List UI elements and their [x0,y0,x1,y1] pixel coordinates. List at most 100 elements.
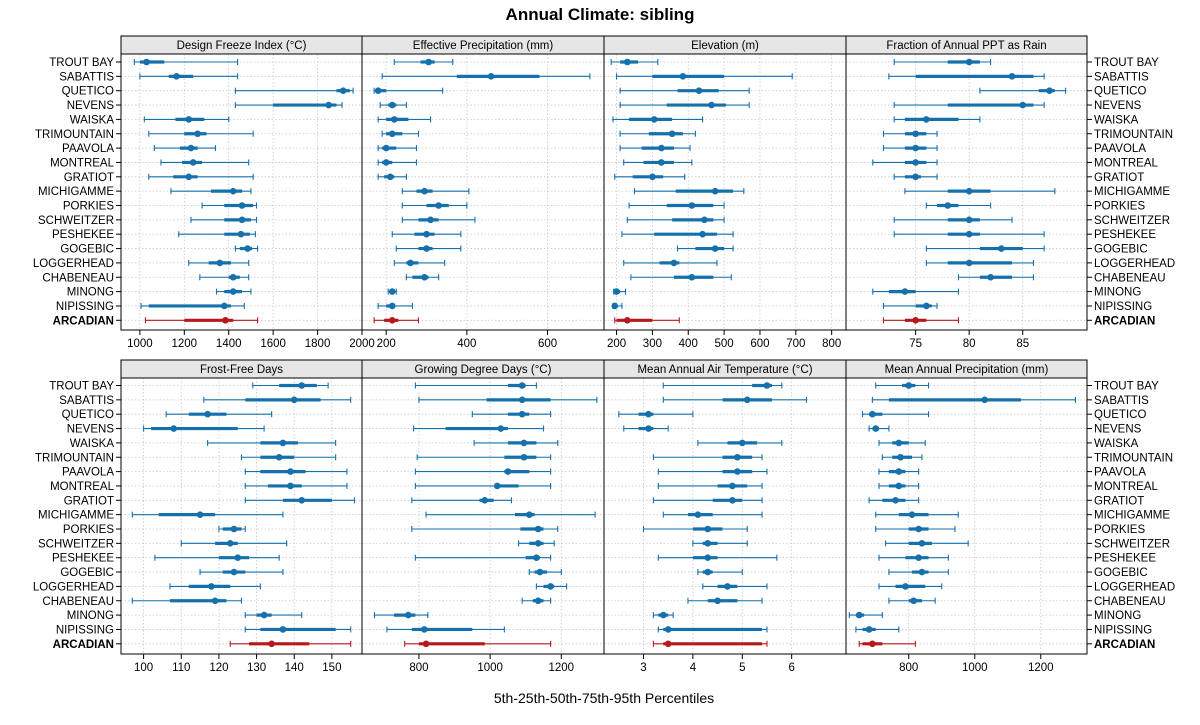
site-label-right-trimountain: TRIMOUNTAIN [1094,129,1173,141]
site-label-left-trimountain: TRIMOUNTAIN [35,452,114,464]
median-point [923,302,930,310]
panel-frame [120,377,363,655]
median-point [518,410,526,418]
site-interval-montreal [244,482,348,490]
site-interval-sabattis [615,73,793,80]
site-interval-quetico [234,87,354,94]
median-point [388,288,396,295]
site-interval-arcadian [858,640,916,648]
site-interval-paavola [619,144,691,152]
site-label-right-peshekee: PESHEKEE [1094,553,1156,565]
median-point [987,273,994,281]
site-interval-trout-bay [893,58,992,66]
site-label-left-minong: MINONG [67,287,114,299]
median-point [388,302,396,310]
median-point [918,540,926,547]
site-interval-minong [244,611,303,619]
median-point [650,116,658,123]
median-point [404,611,412,619]
site-interval-gratiot [893,173,938,181]
median-point [708,101,715,109]
x-tick-label: 1400 [216,338,242,350]
panel-growing-degree-days-c: Growing Degree Days (°C) 800 1000 1200 [361,359,605,674]
site-label-right-gogebic: GOGEBIC [1094,567,1148,579]
site-label-left-michigamme: MICHIGAMME [38,510,114,522]
median-point [965,230,973,238]
site-interval-schweitzer [885,540,969,547]
median-point [170,425,178,432]
site-interval-loggerhead [169,583,261,590]
site-interval-waiska [612,116,704,123]
panel-fraction-of-annual-ppt-as-rain: Fraction of Annual PPT as Rain 75 80 85 [845,35,1088,350]
median-point [222,317,229,324]
median-point [211,597,219,605]
x-tick-label: 4 [690,662,697,674]
site-label-left-nevens: NEVENS [67,424,115,436]
site-label-right-gratiot: GRATIOT [1094,172,1144,184]
median-point [734,453,741,461]
x-tick-label: 110 [172,662,190,674]
median-point [287,468,294,475]
site-interval-gogebic [395,245,462,252]
median-point [664,626,672,633]
median-point [208,583,215,590]
site-label-right-porkies: PORKIES [1094,524,1145,536]
site-interval-gogebic [888,568,949,576]
site-interval-arcadian [614,317,680,324]
x-tick-label: 600 [538,338,557,350]
site-label-left-quetico: QUETICO [62,409,114,421]
site-label-right-trout-bay: TROUT BAY [1094,57,1159,69]
site-interval-nipissing [855,626,900,633]
panel-title: Mean Annual Air Temperature (°C) [637,364,812,376]
site-label-left-paavola: PAAVOLA [62,467,114,479]
site-interval-michigamme [170,187,252,195]
site-interval-trout-bay [875,382,930,389]
median-point [518,382,526,389]
median-point [226,540,234,547]
site-interval-nevens [868,425,890,432]
site-label-right-loggerhead: LOGGERHEAD [1094,258,1175,270]
x-tick-label: 85 [1016,338,1029,350]
median-point [918,568,926,576]
median-point [711,187,719,195]
median-point [724,583,731,590]
site-interval-loggerhead [623,259,718,267]
site-interval-nevens [413,425,545,432]
site-label-right-gogebic: GOGEBIC [1094,244,1148,256]
site-interval-michigamme [904,187,1056,195]
panel-title: Growing Degree Days (°C) [415,364,552,376]
site-interval-sabattis [381,73,591,80]
site-interval-nevens [893,101,1045,109]
site-interval-waiska [893,116,981,123]
site-label-left-trout-bay: TROUT BAY [49,57,114,69]
site-interval-chabeneau [521,597,552,605]
plot-area: Design Freeze Index (°C) 1000 1200 1400 1600… [33,35,1175,674]
site-interval-loggerhead [188,259,250,267]
site-interval-nipissing [386,626,505,633]
site-interval-michigamme [633,187,745,195]
x-tick-label: 140 [285,662,304,674]
site-interval-trimountain [881,453,923,461]
median-point [910,597,917,605]
median-point [421,273,428,281]
median-point [204,410,211,418]
panel-mean-annual-precipitation-mm: Mean Annual Precipitation (mm) 800 1000 120… [845,359,1088,674]
median-point [704,554,712,561]
median-point [1019,101,1027,109]
median-point [695,87,703,94]
median-point [234,554,242,561]
x-tick-label: 5 [739,662,745,674]
median-point [187,144,195,152]
site-label-right-arcadian: ARCADIAN [1094,639,1155,651]
site-interval-minong [373,611,429,619]
median-point [420,626,428,633]
site-interval-montreal [160,159,250,166]
site-interval-quetico [165,410,273,418]
site-interval-quetico [979,87,1067,94]
median-point [520,439,528,447]
median-point [645,425,652,432]
x-tick-label: 400 [457,338,476,350]
chart-title: Annual Climate: sibling [506,5,695,24]
median-point [481,497,489,504]
x-tick-label: 500 [715,338,734,350]
